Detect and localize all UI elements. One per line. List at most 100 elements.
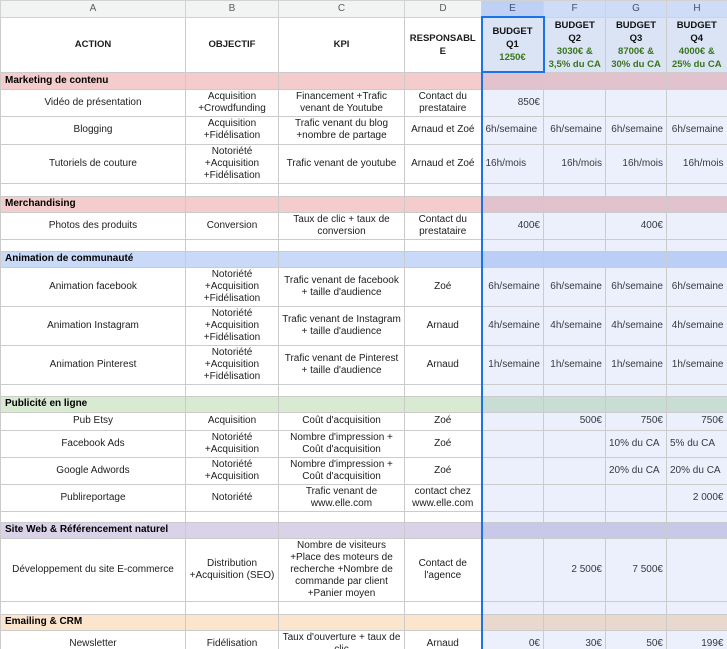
- cell-objectif[interactable]: [185, 613, 279, 631]
- cell-responsable[interactable]: [404, 521, 482, 539]
- cell-action[interactable]: Blogging: [0, 115, 186, 145]
- cell-budget-q3[interactable]: 20% du CA: [605, 456, 667, 485]
- cell-budget-q1[interactable]: 6h/semaine: [480, 266, 544, 307]
- cell-responsable[interactable]: [404, 600, 482, 615]
- cell-responsable[interactable]: Zoé: [404, 429, 482, 458]
- cell-responsable[interactable]: Arnaud et Zoé: [404, 115, 482, 145]
- column-letter-a[interactable]: A: [0, 0, 186, 18]
- cell-budget-q4[interactable]: [666, 88, 727, 117]
- cell-budget-q3[interactable]: [605, 71, 667, 90]
- cell-kpi[interactable]: [278, 613, 405, 631]
- cell-budget-q2[interactable]: [543, 613, 606, 631]
- cell-budget-q3[interactable]: 1h/semaine: [605, 344, 667, 385]
- cell-budget-q1[interactable]: [480, 537, 544, 602]
- cell-budget-q3[interactable]: 10% du CA: [605, 429, 667, 458]
- cell-kpi[interactable]: [278, 250, 405, 268]
- cell-kpi[interactable]: [278, 395, 405, 413]
- column-letter-f[interactable]: F: [543, 0, 606, 18]
- cell-budget-q4[interactable]: 5% du CA: [666, 429, 727, 458]
- section-label[interactable]: Emailing & CRM: [0, 613, 186, 631]
- header-cell-budget-q2[interactable]: BUDGET Q2 3030€ & 3,5% du CA: [543, 16, 606, 73]
- cell-budget-q2[interactable]: 6h/semaine: [543, 266, 606, 307]
- cell-action[interactable]: Photos des produits: [0, 211, 186, 240]
- cell-responsable[interactable]: Contact du prestataire: [404, 88, 482, 117]
- cell-kpi[interactable]: [278, 238, 405, 252]
- cell-responsable[interactable]: contact chez www.elle.com: [404, 483, 482, 512]
- cell-responsable[interactable]: Arnaud: [404, 629, 482, 649]
- cell-budget-q2[interactable]: [543, 521, 606, 539]
- cell-responsable[interactable]: [404, 195, 482, 213]
- cell-budget-q4[interactable]: [666, 613, 727, 631]
- cell-kpi[interactable]: [278, 521, 405, 539]
- cell-action[interactable]: Publireportage: [0, 483, 186, 512]
- column-letter-c[interactable]: C: [278, 0, 405, 18]
- cell-budget-q3[interactable]: [605, 182, 667, 197]
- cell-budget-q1[interactable]: [480, 238, 544, 252]
- cell-budget-q2[interactable]: 2 500€: [543, 537, 606, 602]
- cell-budget-q2[interactable]: [543, 211, 606, 240]
- cell-responsable[interactable]: [404, 250, 482, 268]
- cell-budget-q1[interactable]: [480, 483, 544, 512]
- column-letter-d[interactable]: D: [404, 0, 482, 18]
- cell-action[interactable]: [0, 600, 186, 615]
- cell-responsable[interactable]: [404, 395, 482, 413]
- cell-budget-q4[interactable]: 199€: [666, 629, 727, 649]
- cell-budget-q2[interactable]: [543, 182, 606, 197]
- cell-action[interactable]: Tutoriels de couture: [0, 143, 186, 184]
- cell-budget-q3[interactable]: 50€: [605, 629, 667, 649]
- cell-budget-q3[interactable]: 6h/semaine: [605, 115, 667, 145]
- cell-kpi[interactable]: Trafic venant de Instagram + taille d'au…: [278, 305, 405, 346]
- cell-budget-q1[interactable]: [480, 456, 544, 485]
- cell-kpi[interactable]: Taux d'ouverture + taux de clic: [278, 629, 405, 649]
- cell-budget-q1[interactable]: 1h/semaine: [480, 344, 544, 385]
- header-cell-budget-q3[interactable]: BUDGET Q3 8700€ & 30% du CA: [605, 16, 667, 73]
- cell-objectif[interactable]: [185, 521, 279, 539]
- cell-budget-q1[interactable]: 16h/mois: [480, 143, 544, 184]
- cell-budget-q3[interactable]: 400€: [605, 211, 667, 240]
- cell-responsable[interactable]: Zoé: [404, 266, 482, 307]
- cell-budget-q2[interactable]: [543, 600, 606, 615]
- cell-kpi[interactable]: [278, 510, 405, 523]
- cell-budget-q1[interactable]: [480, 71, 544, 90]
- header-cell-budget-q1[interactable]: BUDGET Q1 1250€: [480, 16, 545, 73]
- cell-budget-q4[interactable]: 2 000€: [666, 483, 727, 512]
- cell-kpi[interactable]: Nombre de visiteurs +Place des moteurs d…: [278, 537, 405, 602]
- cell-budget-q4[interactable]: [666, 211, 727, 240]
- section-label[interactable]: Animation de communauté: [0, 250, 186, 268]
- cell-objectif[interactable]: Distribution +Acquisition (SEO): [185, 537, 279, 602]
- cell-responsable[interactable]: [404, 613, 482, 631]
- cell-budget-q1[interactable]: 400€: [480, 211, 544, 240]
- cell-budget-q4[interactable]: 750€: [666, 411, 727, 431]
- cell-kpi[interactable]: [278, 195, 405, 213]
- cell-budget-q3[interactable]: [605, 510, 667, 523]
- cell-kpi[interactable]: Trafic venant du blog +nombre de partage: [278, 115, 405, 145]
- cell-budget-q4[interactable]: 1h/semaine: [666, 344, 727, 385]
- section-label[interactable]: Marketing de contenu: [0, 71, 186, 90]
- cell-objectif[interactable]: [185, 600, 279, 615]
- cell-kpi[interactable]: Nombre d'impression + Coût d'acquisition: [278, 429, 405, 458]
- cell-budget-q1[interactable]: [480, 250, 544, 268]
- cell-kpi[interactable]: Financement +Trafic venant de Youtube: [278, 88, 405, 117]
- cell-budget-q3[interactable]: [605, 88, 667, 117]
- cell-responsable[interactable]: Contact de l'agence: [404, 537, 482, 602]
- cell-kpi[interactable]: Trafic venant de youtube: [278, 143, 405, 184]
- cell-budget-q1[interactable]: [480, 411, 544, 431]
- cell-budget-q4[interactable]: [666, 395, 727, 413]
- cell-budget-q1[interactable]: 850€: [480, 88, 544, 117]
- cell-budget-q3[interactable]: [605, 395, 667, 413]
- cell-objectif[interactable]: [185, 510, 279, 523]
- cell-action[interactable]: [0, 182, 186, 197]
- cell-objectif[interactable]: Acquisition: [185, 411, 279, 431]
- cell-budget-q1[interactable]: [480, 383, 544, 397]
- cell-kpi[interactable]: Coût d'acquisition: [278, 411, 405, 431]
- cell-objectif[interactable]: Notoriété +Acquisition +Fidélisation: [185, 266, 279, 307]
- cell-budget-q4[interactable]: 6h/semaine: [666, 266, 727, 307]
- cell-kpi[interactable]: Trafic venant de www.elle.com: [278, 483, 405, 512]
- cell-action[interactable]: [0, 383, 186, 397]
- cell-budget-q3[interactable]: 4h/semaine: [605, 305, 667, 346]
- column-letter-g[interactable]: G: [605, 0, 667, 18]
- cell-budget-q1[interactable]: 6h/semaine: [480, 115, 544, 145]
- cell-action[interactable]: Google Adwords: [0, 456, 186, 485]
- cell-kpi[interactable]: [278, 71, 405, 90]
- cell-action[interactable]: Animation Instagram: [0, 305, 186, 346]
